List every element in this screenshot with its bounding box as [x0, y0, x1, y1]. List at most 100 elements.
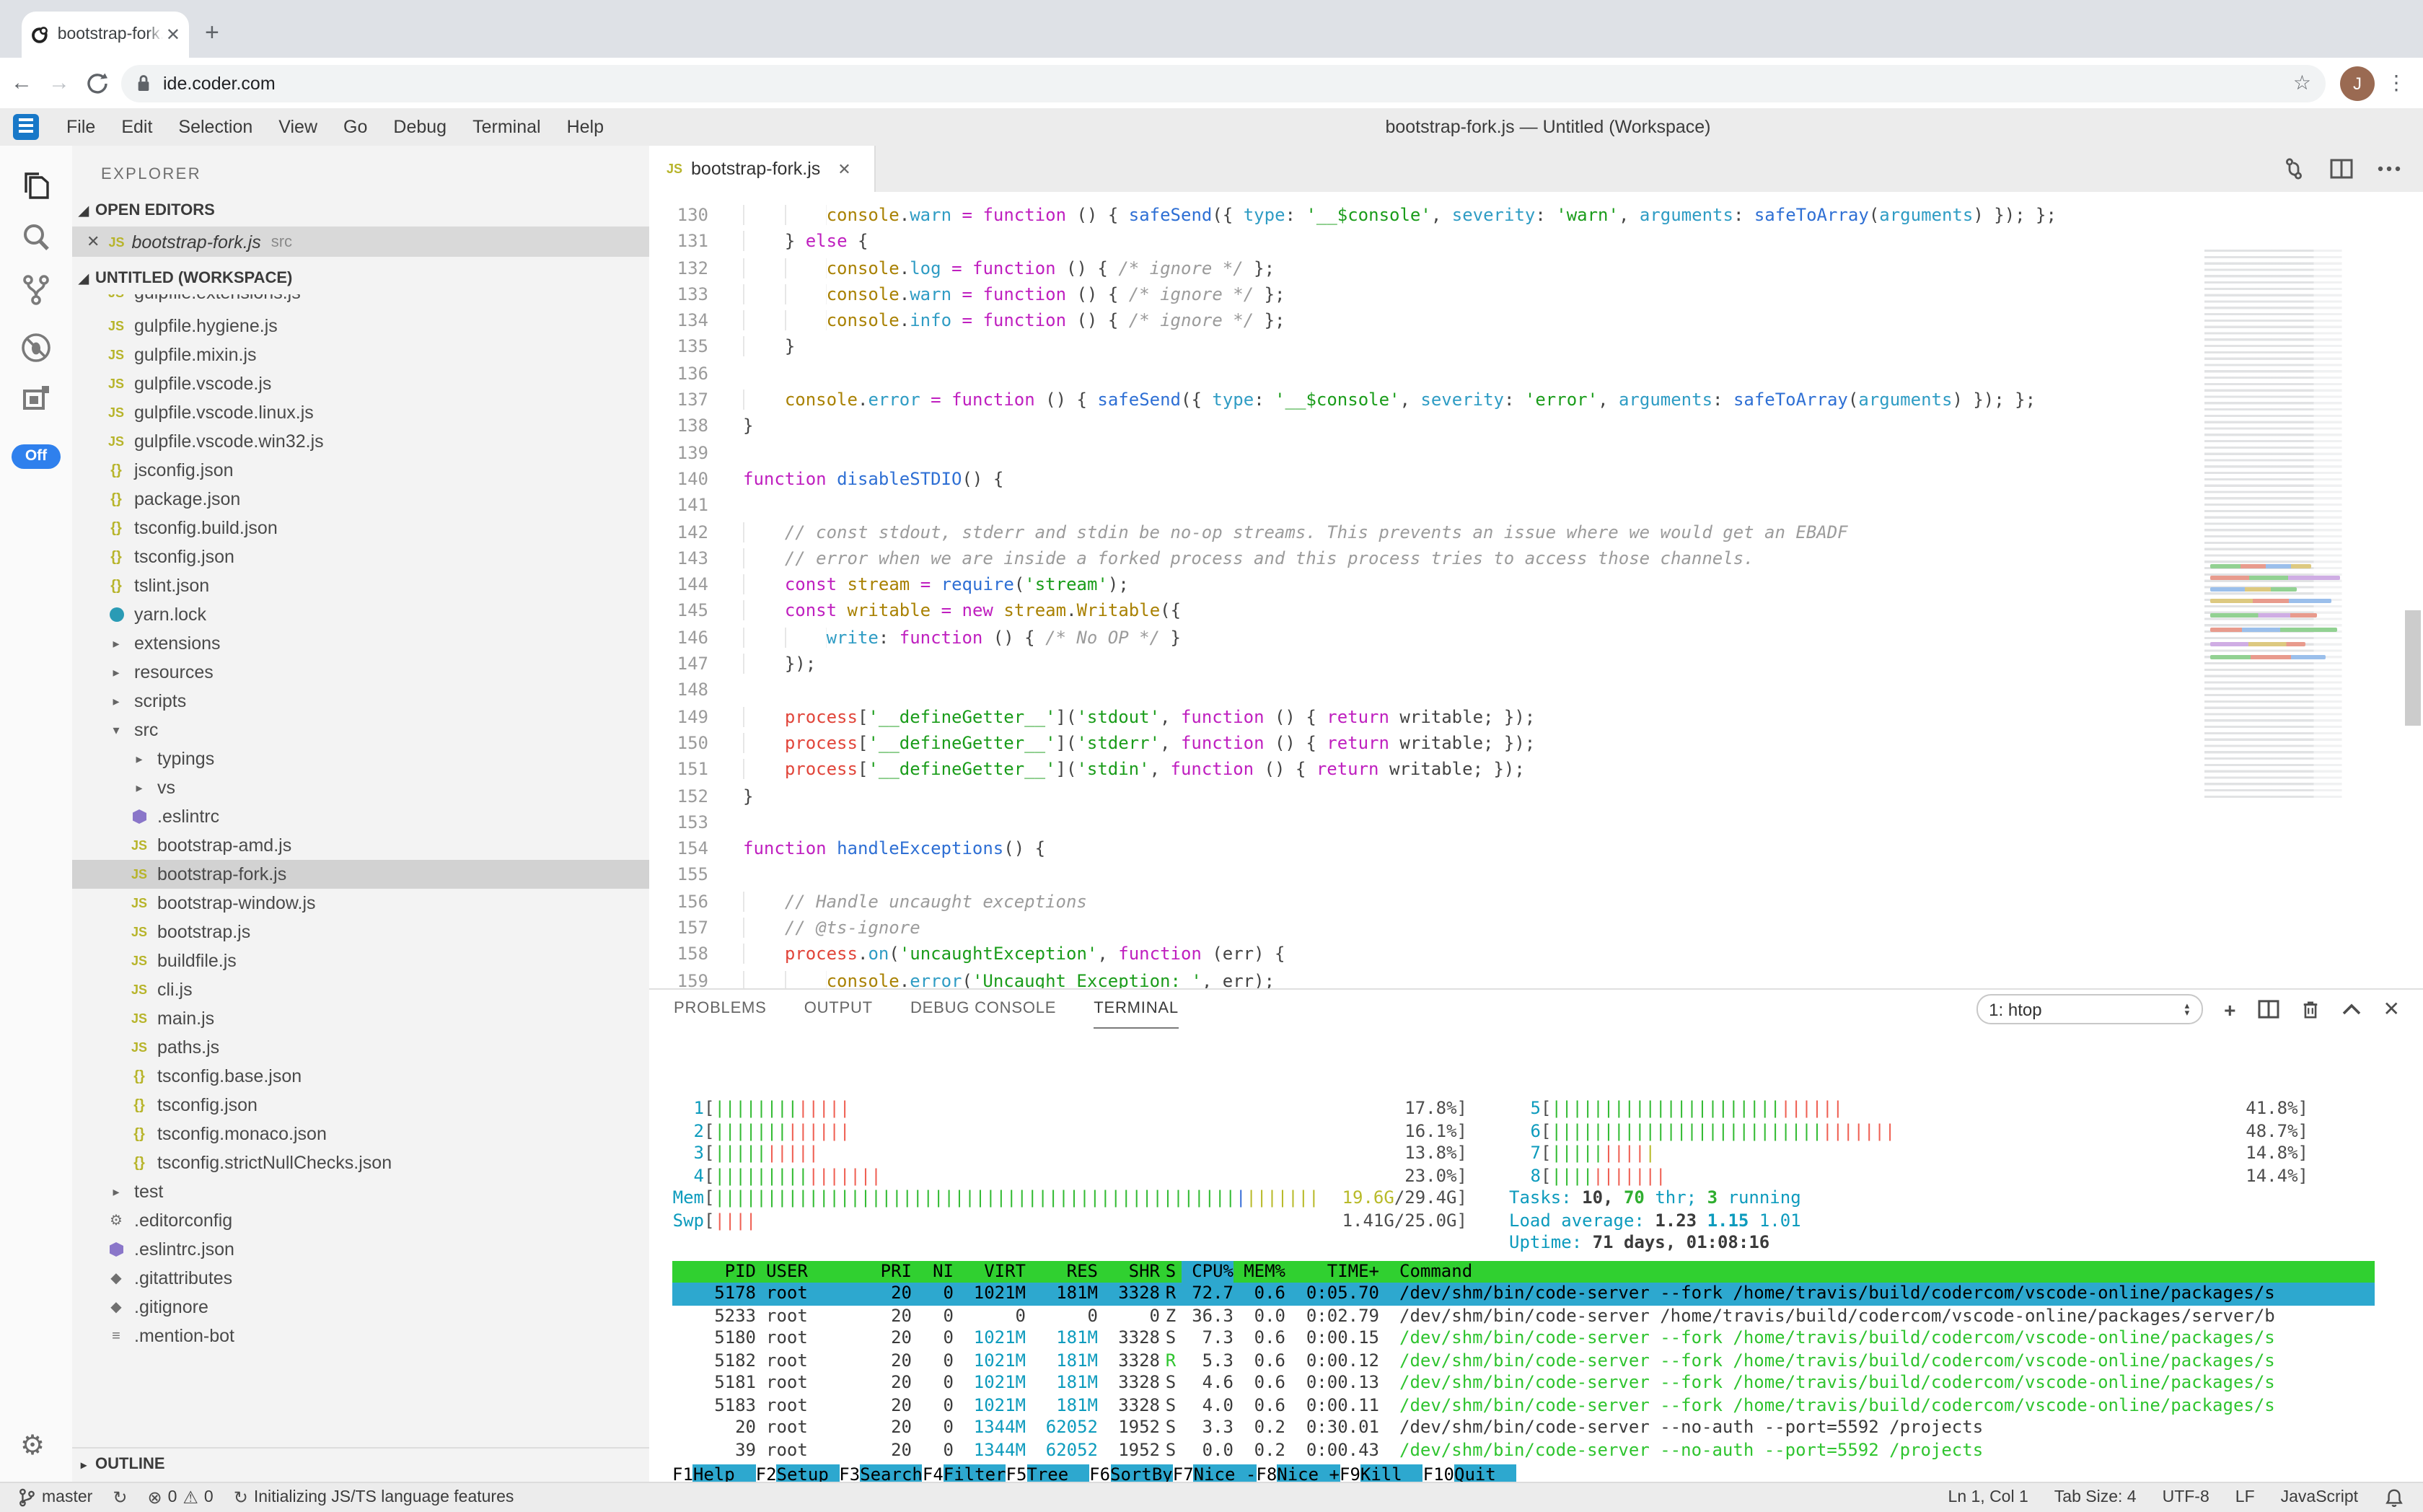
back-icon[interactable]: ← — [11, 71, 32, 95]
tree-item-bootstrap-window.js[interactable]: JS bootstrap-window.js — [72, 889, 649, 918]
menu-file[interactable]: File — [66, 117, 96, 137]
notifications-bell-icon[interactable] — [2384, 1487, 2403, 1508]
tree-item-buildfile.js[interactable]: JS buildfile.js — [72, 946, 649, 975]
sync-icon[interactable] — [2282, 157, 2305, 180]
tree-item-main.js[interactable]: JS main.js — [72, 1004, 649, 1033]
close-panel-icon[interactable]: ✕ — [2383, 997, 2400, 1020]
fkey-label-Kill[interactable]: Kill — [1360, 1464, 1423, 1483]
tree-item-tsconfig.monaco.json[interactable]: {} tsconfig.monaco.json — [72, 1120, 649, 1148]
tree-item-typings[interactable]: ▸ typings — [72, 744, 649, 773]
tree-item-scripts[interactable]: ▸ scripts — [72, 687, 649, 716]
code-editor[interactable]: 130 console.warn = function () { safeSen… — [649, 192, 2423, 988]
panel-tab-problems[interactable]: PROBLEMS — [674, 999, 767, 1016]
fkey-label-Nice +[interactable]: Nice + — [1277, 1464, 1340, 1483]
tree-item-gulpfile.hygiene.js[interactable]: JS gulpfile.hygiene.js — [72, 312, 649, 340]
off-badge[interactable]: Off — [12, 444, 61, 469]
maximize-panel-icon[interactable] — [2341, 1003, 2362, 1016]
menu-go[interactable]: Go — [343, 117, 368, 137]
sync-status[interactable]: ↻ — [113, 1487, 127, 1508]
column-cpu%[interactable]: CPU% — [1182, 1260, 1234, 1283]
debug-disabled-icon[interactable] — [19, 330, 53, 365]
column-command[interactable]: Command — [1399, 1260, 1473, 1280]
settings-gear-icon[interactable]: ⚙ — [20, 1431, 45, 1462]
extensions-icon[interactable] — [19, 381, 53, 416]
tree-item-.eslintrc.json[interactable]: .eslintrc.json — [72, 1235, 649, 1264]
tree-item-resources[interactable]: ▸ resources — [72, 658, 649, 687]
open-editor-item[interactable]: ✕ JS bootstrap-fork.js src — [72, 227, 649, 257]
split-editor-icon[interactable] — [2329, 159, 2352, 179]
column-res[interactable]: RES — [1066, 1260, 1098, 1280]
git-branch-status[interactable]: master — [17, 1487, 92, 1508]
fkey-label-Setup[interactable]: Setup — [776, 1464, 840, 1483]
tree-item-tsconfig.json[interactable]: {} tsconfig.json — [72, 542, 649, 571]
browser-menu-icon[interactable]: ⋮ — [2386, 71, 2406, 94]
tree-item-.mention-bot[interactable]: ≡ .mention-bot — [72, 1322, 649, 1350]
tree-item-paths.js[interactable]: JS paths.js — [72, 1033, 649, 1062]
fkey-label-Tree[interactable]: Tree — [1026, 1464, 1090, 1483]
tree-item-gulpfile.vscode.js[interactable]: JS gulpfile.vscode.js — [72, 369, 649, 398]
tree-item-.eslintrc[interactable]: .eslintrc — [72, 802, 649, 831]
fkey-label-Quit[interactable]: Quit — [1454, 1464, 1517, 1483]
more-actions-icon[interactable] — [2377, 166, 2400, 172]
column-pri[interactable]: PRI — [880, 1260, 912, 1280]
panel-tab-debug-console[interactable]: DEBUG CONSOLE — [910, 999, 1057, 1016]
fkey-label-Nice -[interactable]: Nice - — [1193, 1464, 1257, 1483]
menu-terminal[interactable]: Terminal — [472, 117, 541, 137]
tree-item-.editorconfig[interactable]: ⚙ .editorconfig — [72, 1206, 649, 1235]
tree-item-bootstrap.js[interactable]: JS bootstrap.js — [72, 918, 649, 946]
eol[interactable]: LF — [2235, 1489, 2255, 1506]
url-text[interactable]: ide.coder.com — [163, 73, 276, 93]
editor-scrollbar[interactable] — [2404, 610, 2420, 726]
tree-item-.gitignore[interactable]: ◆ .gitignore — [72, 1293, 649, 1322]
tree-item-bootstrap-amd.js[interactable]: JS bootstrap-amd.js — [72, 831, 649, 860]
language-mode[interactable]: JavaScript — [2280, 1489, 2358, 1506]
tree-item-tsconfig.strictNullChecks.json[interactable]: {} tsconfig.strictNullChecks.json — [72, 1148, 649, 1177]
tree-item-test[interactable]: ▸ test — [72, 1177, 649, 1206]
reload-icon[interactable] — [78, 72, 115, 94]
tree-item-tslint.json[interactable]: {} tslint.json — [72, 571, 649, 600]
tree-item-package.json[interactable]: {} package.json — [72, 485, 649, 514]
column-shr[interactable]: SHR — [1128, 1260, 1160, 1280]
search-icon[interactable] — [19, 221, 53, 255]
fkey-label-Search[interactable]: Search — [860, 1464, 923, 1483]
column-virt[interactable]: VIRT — [984, 1260, 1026, 1280]
kill-terminal-icon[interactable] — [2301, 999, 2320, 1019]
close-icon[interactable]: ✕ — [837, 161, 851, 178]
tree-item-.gitattributes[interactable]: ◆ .gitattributes — [72, 1264, 649, 1293]
minimap[interactable] — [2204, 250, 2380, 798]
source-control-icon[interactable] — [19, 273, 53, 307]
menu-help[interactable]: Help — [566, 117, 604, 137]
tree-item-gulpfile.vscode.linux.js[interactable]: JS gulpfile.vscode.linux.js — [72, 398, 649, 427]
fkey-label-Help[interactable]: Help — [692, 1464, 756, 1483]
htop-table-header[interactable]: PID USER PRI NI VIRT RES SHR S CPU% MEM% TIME+ Comm… — [672, 1260, 2375, 1283]
column-user[interactable]: USER — [766, 1260, 808, 1280]
terminal-select[interactable]: 1: htop ▴ ▾ — [1976, 994, 2203, 1024]
menu-selection[interactable]: Selection — [178, 117, 253, 137]
tab-close-icon[interactable]: ✕ — [165, 25, 180, 45]
outline-section[interactable]: ▸ OUTLINE — [72, 1447, 649, 1480]
split-terminal-icon[interactable] — [2258, 1000, 2279, 1019]
tree-item-gulpfile.vscode.win32.js[interactable]: JS gulpfile.vscode.win32.js — [72, 427, 649, 456]
column-s[interactable]: S — [1165, 1260, 1177, 1280]
column-ni[interactable]: NI — [933, 1260, 954, 1280]
column-mem%[interactable]: MEM% — [1244, 1260, 1285, 1280]
terminal[interactable]: 1[|||||||| ||||| 17.8%] 2[||||||| |||||| 16.1… — [672, 1029, 2423, 1483]
encoding[interactable]: UTF-8 — [2162, 1489, 2209, 1506]
fkey-label-SortBy[interactable]: SortBy — [1110, 1464, 1173, 1483]
explorer-icon[interactable] — [19, 169, 53, 203]
menu-view[interactable]: View — [278, 117, 318, 137]
avatar[interactable]: J — [2340, 66, 2375, 100]
panel-tab-output[interactable]: OUTPUT — [804, 999, 873, 1016]
editor-tab[interactable]: JS bootstrap-fork.js ✕ — [649, 146, 876, 192]
bookmark-star-icon[interactable]: ☆ — [2292, 71, 2311, 94]
fkey-label-Filter[interactable]: Filter — [943, 1464, 1006, 1483]
browser-tab[interactable]: bootstrap-fork.js — Untitled (W ✕ — [22, 12, 189, 58]
address-bar[interactable]: ide.coder.com ☆ — [121, 64, 2326, 102]
new-terminal-icon[interactable]: + — [2224, 998, 2236, 1021]
open-editors-section[interactable]: ◢ OPEN EDITORS — [72, 195, 649, 227]
panel-tab-terminal[interactable]: TERMINAL — [1094, 990, 1179, 1028]
workspace-section[interactable]: ◢ UNTITLED (WORKSPACE) — [72, 263, 649, 294]
close-icon[interactable]: ✕ — [87, 234, 100, 251]
tree-item-tsconfig.json[interactable]: {} tsconfig.json — [72, 1091, 649, 1120]
menu-debug[interactable]: Debug — [393, 117, 447, 137]
